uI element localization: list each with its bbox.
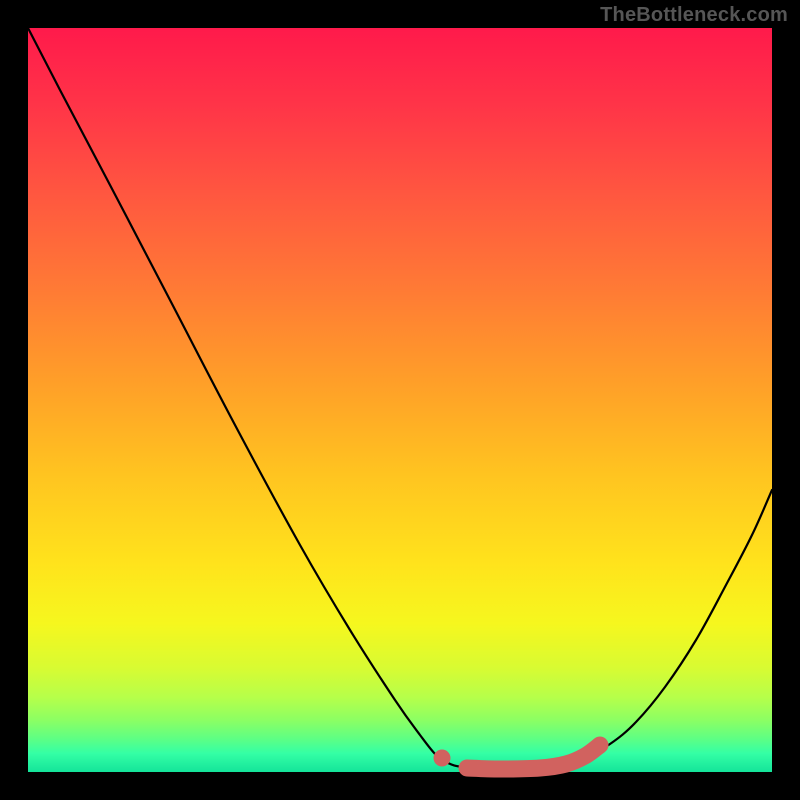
bottleneck-curve-chart <box>0 0 800 800</box>
attribution-label: TheBottleneck.com <box>600 4 788 27</box>
optimal-point-marker <box>434 750 451 767</box>
heatmap-gradient <box>28 28 772 772</box>
chart-stage: TheBottleneck.com <box>0 0 800 800</box>
